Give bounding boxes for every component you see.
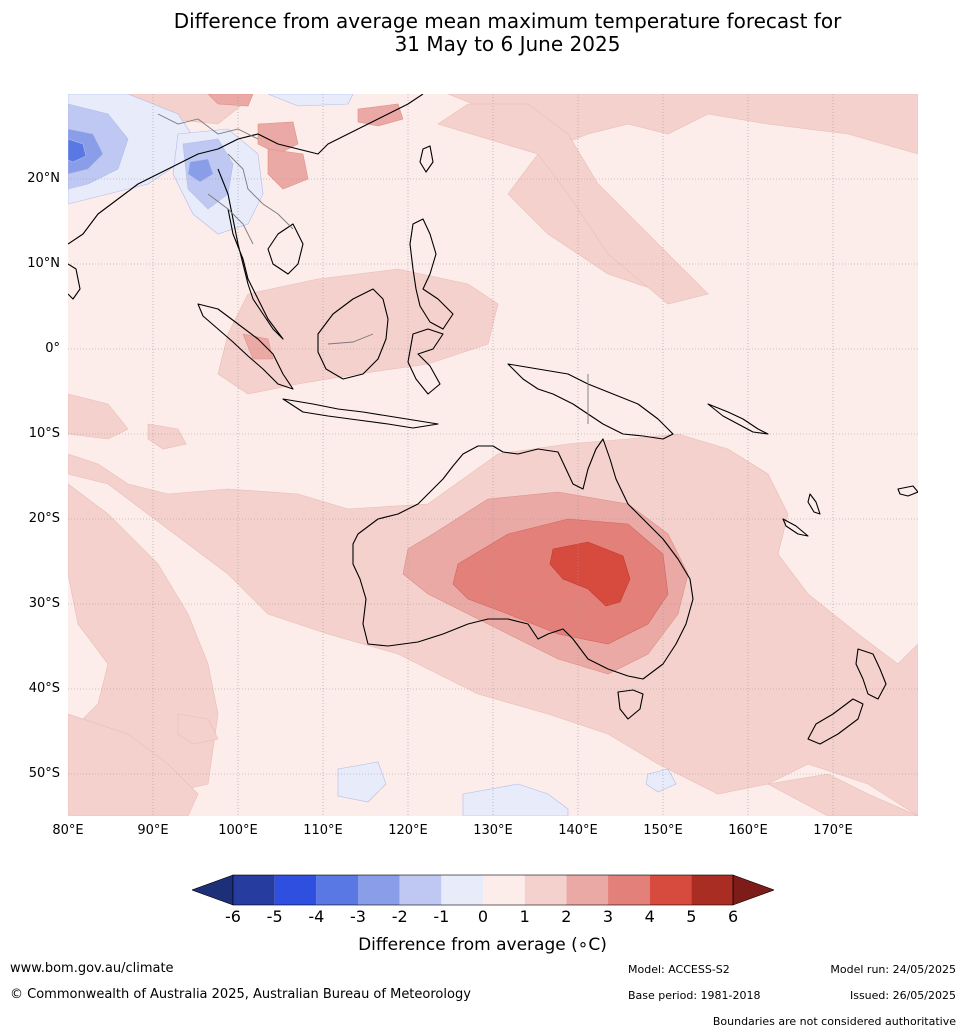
colorbar-tick-label: 4 xyxy=(644,907,655,926)
anomaly-band-4-5 xyxy=(549,541,631,607)
lon-label-120e: 120°E xyxy=(388,823,428,838)
website-text: www.bom.gov.au/climate xyxy=(10,961,174,976)
colorbar-segment xyxy=(649,875,692,905)
copyright-text: © Commonwealth of Australia 2025, Austra… xyxy=(10,987,471,1002)
colorbar-tick-label: -6 xyxy=(225,907,241,926)
lon-label-90e: 90°E xyxy=(137,823,169,838)
borneo-coastline xyxy=(317,288,389,380)
india-coastline xyxy=(68,263,81,300)
map-graticule xyxy=(68,94,918,816)
colorbar-tick-label: -1 xyxy=(433,907,450,926)
colorbar-tick-label: -3 xyxy=(350,907,366,926)
colorbar-extend-high xyxy=(732,874,774,906)
lat-label-0: 0° xyxy=(45,341,60,356)
lat-label-10n: 10°N xyxy=(27,256,60,271)
new-caledonia-coastline xyxy=(782,518,809,537)
colorbar-segment xyxy=(316,875,359,905)
lon-label-130e: 130°E xyxy=(473,823,513,838)
lon-label-170e: 170°E xyxy=(813,823,853,838)
colorbar-segment xyxy=(441,875,484,905)
colorbar-tick-label: -2 xyxy=(391,907,408,926)
colorbar-segment xyxy=(691,875,734,905)
sulawesi-coastline xyxy=(407,328,444,395)
taiwan-coastline xyxy=(419,145,434,173)
lon-label-160e: 160°E xyxy=(728,823,768,838)
colorbar-tick-label: 5 xyxy=(686,907,697,926)
title-line-2: 31 May to 6 June 2025 xyxy=(394,32,621,56)
colorbar-segment xyxy=(233,875,275,905)
lat-label-50s: 50°S xyxy=(28,766,60,781)
model-run-text: Model run: 24/05/2025 xyxy=(830,963,956,976)
se-asia-mainland-coastline xyxy=(68,94,424,340)
model-text: Model: ACCESS-S2 xyxy=(628,963,730,976)
java-coastline xyxy=(282,398,439,429)
colorbar-tick-label: 6 xyxy=(727,907,739,926)
map-title: Difference from average mean maximum tem… xyxy=(0,10,965,56)
colorbar-segment xyxy=(274,875,317,905)
new-zealand-north-coastline xyxy=(855,648,887,700)
coastlines xyxy=(68,94,918,745)
colorbar-tick-label: 0 xyxy=(477,907,489,926)
vanuatu-coastline xyxy=(807,493,821,515)
lat-label-20n: 20°N xyxy=(27,171,60,186)
lat-label-30s: 30°S xyxy=(28,596,60,611)
lat-label-10s: 10°S xyxy=(28,426,60,441)
colorbar-segment xyxy=(483,875,525,905)
lat-label-20s: 20°S xyxy=(28,511,60,526)
colorbar-tick-label: -4 xyxy=(308,907,325,926)
colorbar-tick-label: 2 xyxy=(561,907,572,926)
new-zealand-south-coastline xyxy=(807,698,864,745)
colorbar-tick-label: 1 xyxy=(519,907,530,926)
lat-label-40s: 40°S xyxy=(28,681,60,696)
colorbar xyxy=(192,874,774,906)
solomon-islands-coastline xyxy=(707,403,769,435)
colorbar-segment xyxy=(358,875,400,905)
colorbar-segment xyxy=(608,875,650,905)
anomaly-band-3-4 xyxy=(452,518,669,645)
colorbar-segment xyxy=(399,875,442,905)
sumatra-coastline xyxy=(197,303,294,390)
disclaimer-text: Boundaries are not considered authoritat… xyxy=(712,1015,956,1028)
australia-coastline xyxy=(352,438,694,680)
fiji-coastline xyxy=(897,485,918,497)
temperature-anomaly-map xyxy=(68,94,918,816)
base-period-text: Base period: 1981-2018 xyxy=(628,989,761,1002)
lon-label-140e: 140°E xyxy=(558,823,598,838)
lon-label-150e: 150°E xyxy=(643,823,683,838)
new-guinea-coastline xyxy=(507,363,674,440)
lon-label-110e: 110°E xyxy=(303,823,343,838)
title-line-1: Difference from average mean maximum tem… xyxy=(173,9,842,33)
colorbar-extend-low xyxy=(192,874,234,906)
colorbar-tick-label: 3 xyxy=(602,907,614,926)
lon-label-100e: 100°E xyxy=(218,823,258,838)
issued-text: Issued: 26/05/2025 xyxy=(849,989,956,1002)
philippines-coastline xyxy=(409,218,454,330)
lon-label-80e: 80°E xyxy=(52,823,84,838)
colorbar-tick-label: -5 xyxy=(266,907,283,926)
national-boundaries xyxy=(157,113,589,424)
anomaly-negative-regions xyxy=(68,94,677,816)
colorbar-frame xyxy=(232,874,734,906)
colorbar-segment xyxy=(566,875,609,905)
tasmania-coastline xyxy=(617,689,644,720)
colorbar-segment xyxy=(524,875,567,905)
colorbar-label: Difference from average (∘C) xyxy=(358,935,607,955)
